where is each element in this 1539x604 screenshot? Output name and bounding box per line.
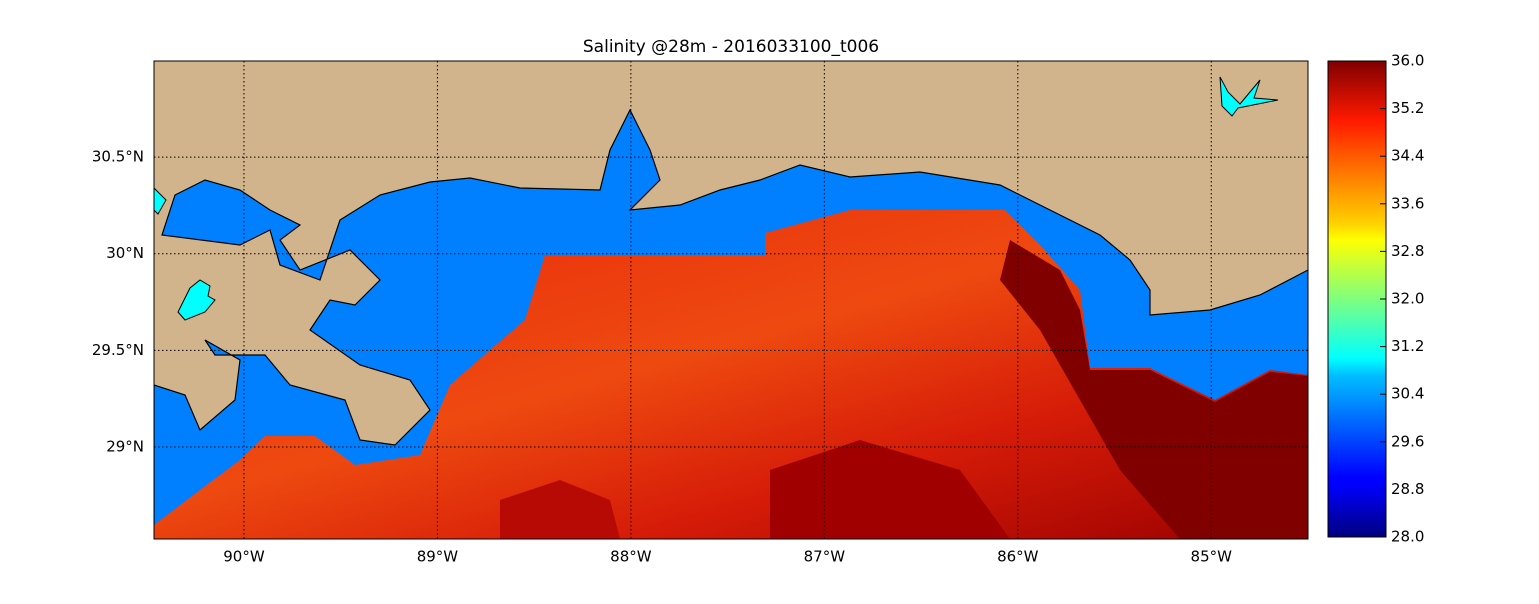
map bbox=[154, 61, 1308, 539]
salinity-high bbox=[1000, 240, 1308, 539]
colorbar-tick-label: 29.6 bbox=[1391, 432, 1424, 450]
colorbar-tick-label: 36.0 bbox=[1391, 52, 1424, 70]
colorbar-tick-label: 31.2 bbox=[1391, 337, 1424, 355]
salinity-high bbox=[500, 480, 620, 539]
colorbar-tick-label: 35.2 bbox=[1391, 99, 1424, 117]
chart-title: Salinity @28m - 2016033100_t006 bbox=[583, 37, 879, 57]
x-tick-label: 89°W bbox=[417, 548, 459, 566]
colorbar-tick-label: 32.0 bbox=[1391, 290, 1424, 308]
x-tick-label: 85°W bbox=[1191, 548, 1233, 566]
lake bbox=[154, 187, 167, 215]
salinity-high bbox=[770, 440, 1010, 539]
colorbar-tick-label: 34.4 bbox=[1391, 147, 1424, 165]
plot-frame bbox=[153, 60, 1309, 540]
colorbar-tick-label: 28.8 bbox=[1391, 480, 1424, 498]
y-tick-label: 29.5°N bbox=[92, 341, 144, 359]
colorbar bbox=[1327, 60, 1387, 538]
y-tick-label: 29°N bbox=[106, 437, 144, 455]
colorbar-tick-label: 28.0 bbox=[1391, 528, 1424, 546]
lake bbox=[1219, 76, 1279, 117]
colorbar-tick-label: 32.8 bbox=[1391, 242, 1424, 260]
x-tick-label: 87°W bbox=[804, 548, 846, 566]
colorbar-tick-label: 30.4 bbox=[1391, 385, 1424, 403]
x-tick-label: 88°W bbox=[610, 548, 652, 566]
y-tick-label: 30°N bbox=[106, 244, 144, 262]
y-tick-label: 30.5°N bbox=[92, 148, 144, 166]
x-tick-label: 90°W bbox=[223, 548, 265, 566]
lake bbox=[177, 279, 216, 321]
x-tick-label: 86°W bbox=[997, 548, 1039, 566]
colorbar-tick-label: 33.6 bbox=[1391, 194, 1424, 212]
